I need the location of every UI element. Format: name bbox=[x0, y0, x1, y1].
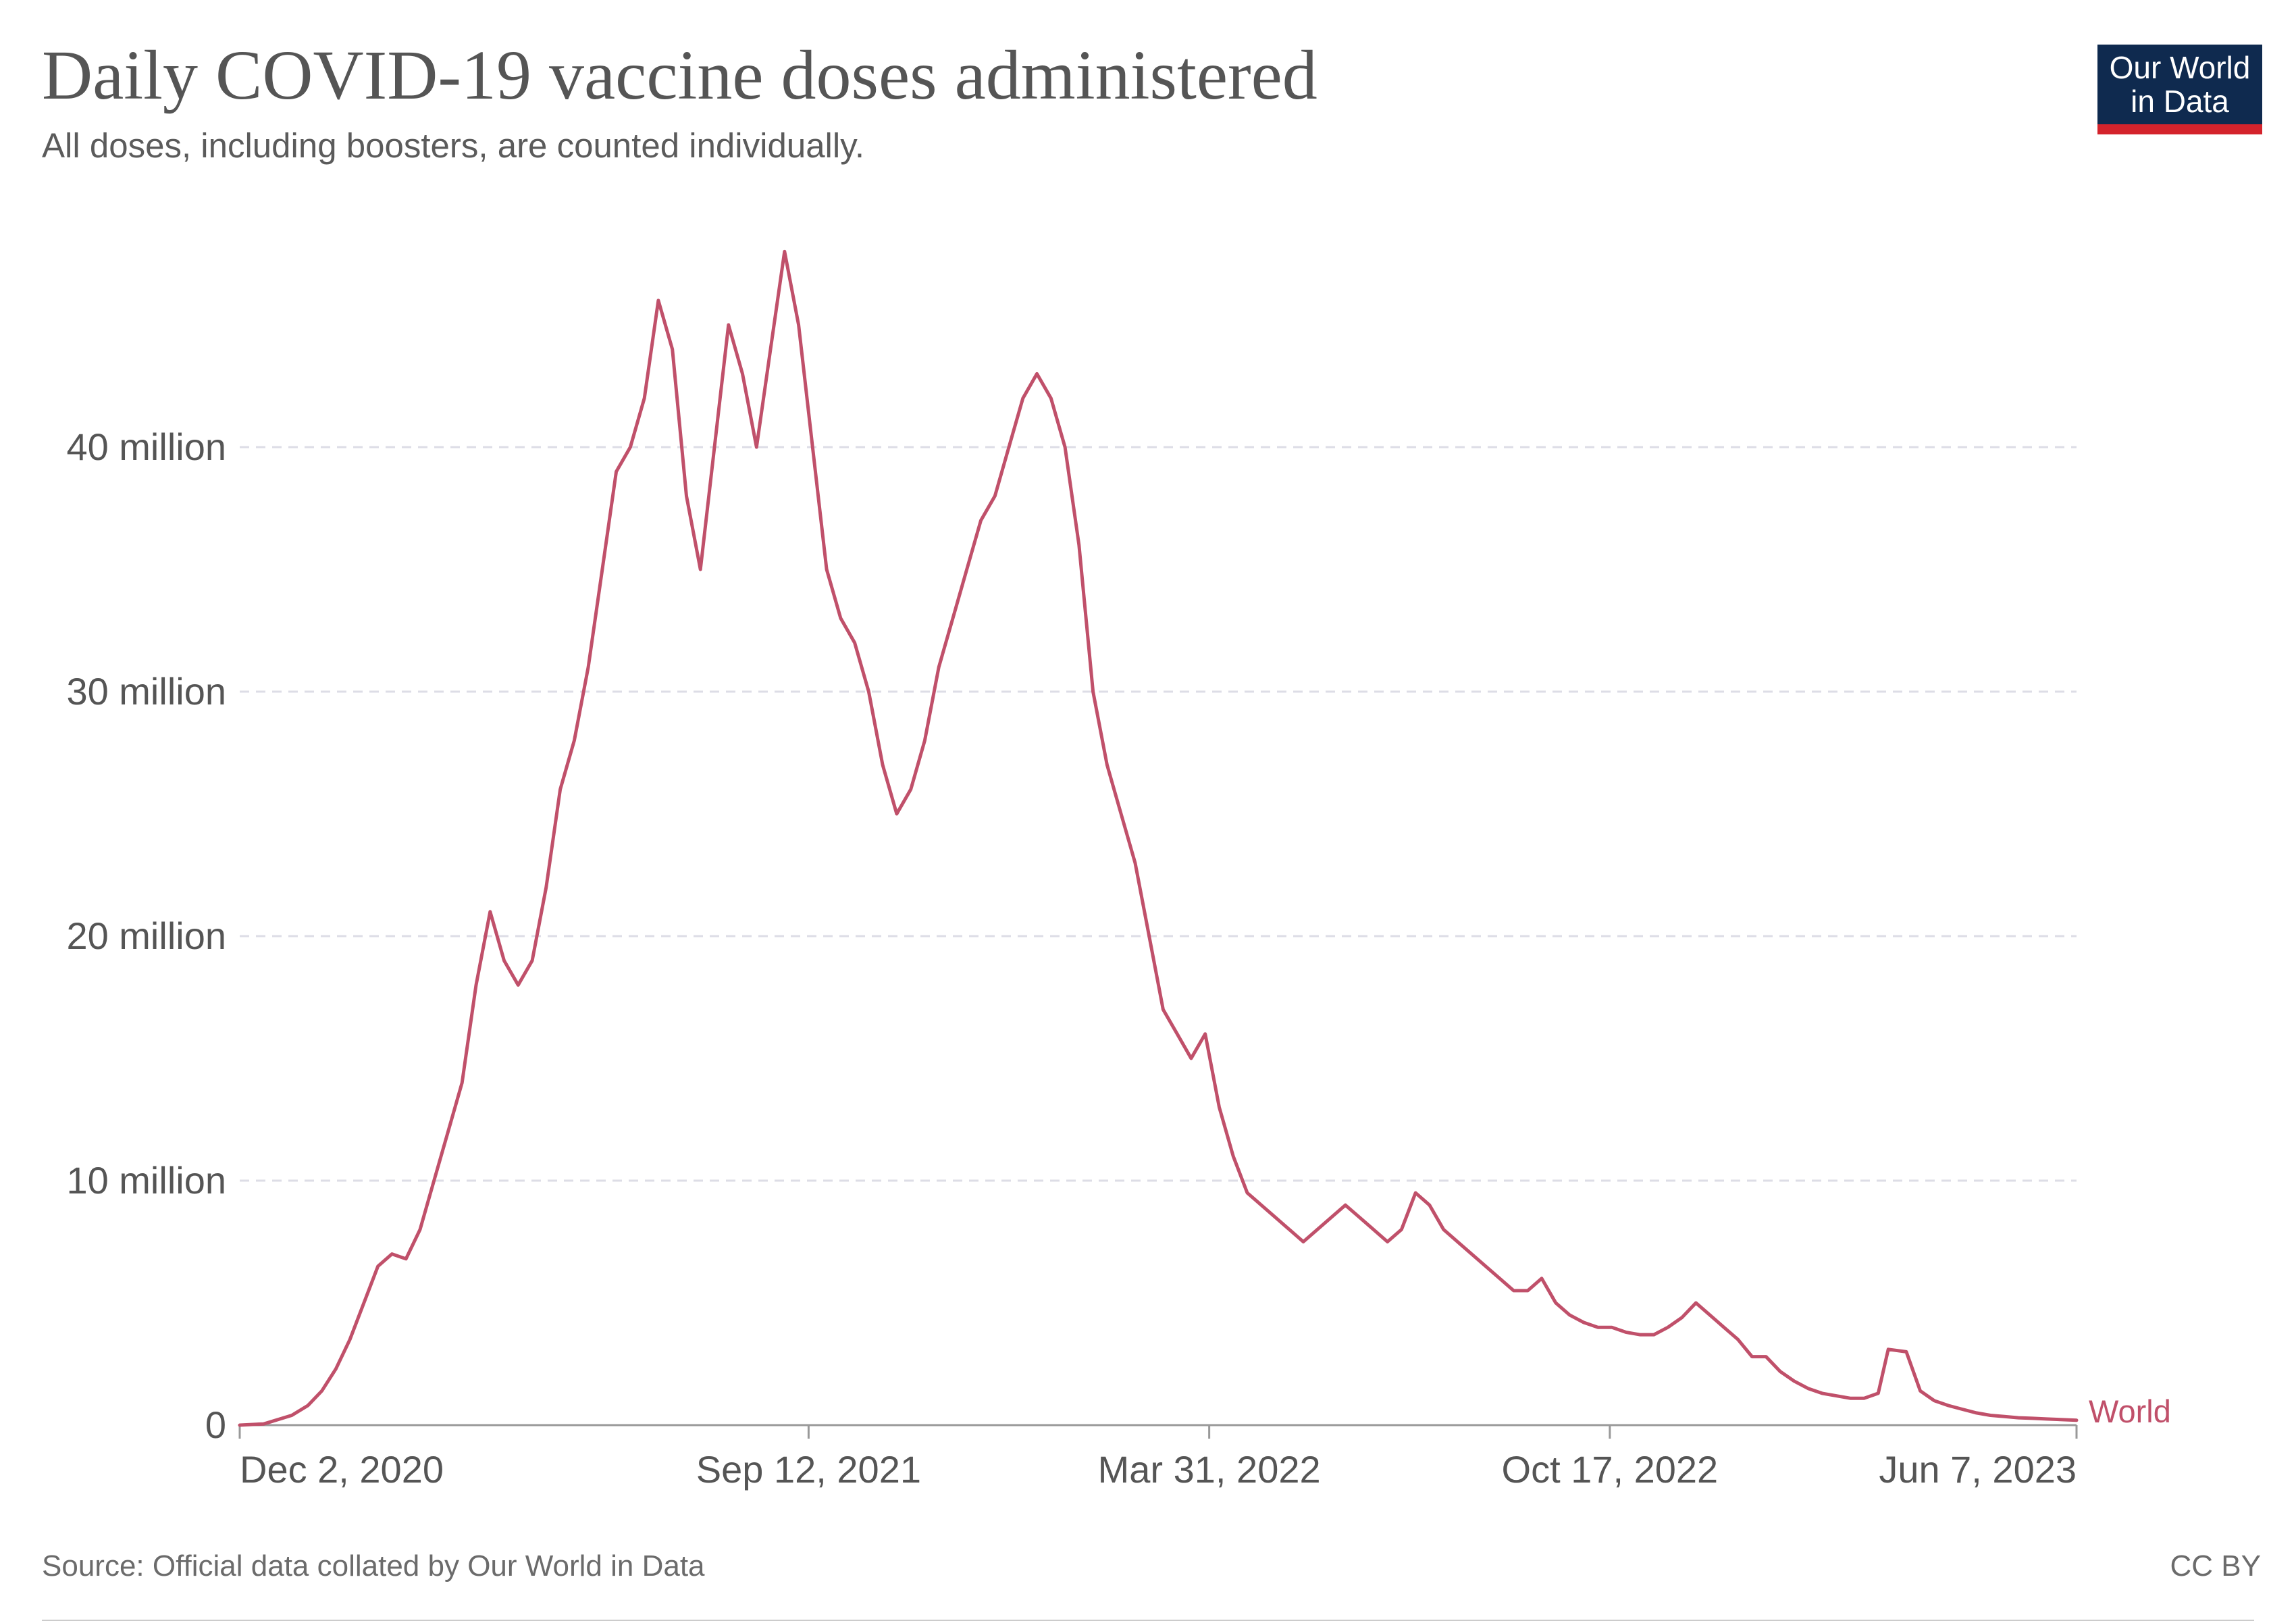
owid-logo[interactable]: Our World in Data bbox=[2097, 45, 2262, 134]
license-link[interactable]: CC BY bbox=[2170, 1549, 2261, 1583]
y-tick-label: 20 million bbox=[66, 915, 226, 957]
logo-line-2: in Data bbox=[2131, 84, 2229, 119]
y-tick-label: 0 bbox=[205, 1404, 226, 1446]
y-tick-label: 30 million bbox=[66, 670, 226, 713]
gridlines bbox=[240, 446, 2077, 1182]
chart-subtitle: All doses, including boosters, are count… bbox=[42, 126, 865, 165]
footer-divider bbox=[42, 1620, 2254, 1621]
logo-line-1: Our World bbox=[2109, 50, 2251, 85]
chart-title: Daily COVID-19 vaccine doses administere… bbox=[42, 36, 1317, 114]
series-label-world[interactable]: World bbox=[2089, 1393, 2171, 1429]
y-tick-label: 10 million bbox=[66, 1159, 226, 1202]
source-note: Source: Official data collated by Our Wo… bbox=[42, 1549, 705, 1583]
x-tick-label: Sep 12, 2021 bbox=[696, 1448, 921, 1491]
x-tick-label: Jun 7, 2023 bbox=[1879, 1448, 2077, 1491]
x-tick-label: Oct 17, 2022 bbox=[1502, 1448, 1719, 1491]
x-tick-label: Mar 31, 2022 bbox=[1098, 1448, 1321, 1491]
series-layer: World bbox=[238, 249, 2171, 1429]
series-line-world[interactable] bbox=[238, 249, 2079, 1427]
y-tick-label: 40 million bbox=[66, 426, 226, 468]
axes: 0 10 million 20 million 30 million 40 millio… bbox=[66, 426, 2078, 1491]
x-tick-label: Dec 2, 2020 bbox=[240, 1448, 444, 1491]
